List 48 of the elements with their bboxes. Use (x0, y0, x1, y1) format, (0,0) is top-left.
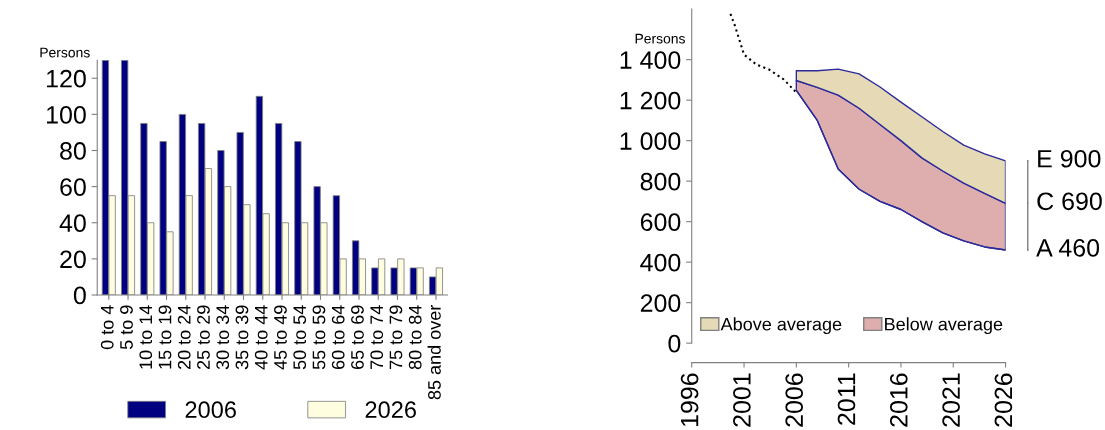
x-tick-label: 50 to 54 (293, 305, 307, 370)
x-tick-label: 2016 (889, 373, 908, 427)
y-tick-label: 0 (73, 286, 86, 305)
y-tick-label: 120 (47, 69, 86, 88)
y-tick-label: 40 (59, 214, 86, 233)
y-axis-title: Persons (40, 47, 90, 58)
x-tick-label: 45 to 49 (274, 305, 287, 370)
x-tick-label: 1996 (680, 373, 699, 427)
y-tick-label: 400 (640, 253, 681, 272)
y-tick-label: 800 (640, 172, 681, 191)
x-tick-label: 85 and over (427, 304, 441, 400)
x-tick-label: 80 to 84 (408, 305, 422, 370)
x-tick-label: 5 to 9 (120, 305, 133, 350)
x-tick-label: 2021 (942, 373, 960, 427)
y-tick-label: 60 (60, 178, 86, 196)
x-tick-label: 2011 (837, 373, 856, 425)
y-axis-title: Persons (635, 33, 685, 44)
x-tick-label: 60 to 64 (331, 305, 345, 370)
x-tick-label: 20 to 24 (177, 305, 191, 370)
x-tick-label: 0 to 4 (100, 305, 114, 350)
y-tick-label: 600 (640, 213, 681, 231)
text: C 690 (1037, 192, 1102, 211)
y-tick-label: 20 (60, 250, 86, 269)
y-tick-label: 0 (668, 334, 681, 353)
y-tick-label: 1 000 (620, 132, 681, 150)
text: E 900 (1038, 149, 1101, 168)
x-tick-label: 65 to 69 (351, 305, 364, 370)
x-tick-label: 30 to 34 (216, 305, 230, 370)
line-series (729, 12, 797, 93)
x-tick-label: 2006 (785, 373, 804, 427)
x-tick-label: 15 to 19 (158, 305, 172, 369)
x-tick-label: 2026 (994, 373, 1013, 427)
x-tick-label: 10 to 14 (139, 305, 153, 369)
legend-label: Below average (885, 317, 1003, 335)
x-tick-label: 75 to 79 (389, 305, 403, 370)
legend-label: Above average (720, 317, 842, 335)
y-tick-label: 1 200 (620, 91, 681, 110)
y-tick-label: 200 (640, 294, 681, 312)
y-tick-label: 80 (60, 142, 86, 160)
text: A 460 (1036, 239, 1100, 257)
x-tick-label: 35 to 39 (235, 305, 249, 370)
y-tick-label: 1 400 (620, 51, 681, 69)
x-tick-label: 2001 (733, 373, 751, 427)
x-tick-label: 25 to 29 (197, 305, 210, 370)
y-tick-label: 100 (47, 105, 86, 124)
x-tick-label: 70 to 74 (370, 305, 384, 370)
x-tick-label: 55 to 59 (312, 305, 326, 370)
x-tick-label: 40 to 44 (254, 305, 268, 370)
